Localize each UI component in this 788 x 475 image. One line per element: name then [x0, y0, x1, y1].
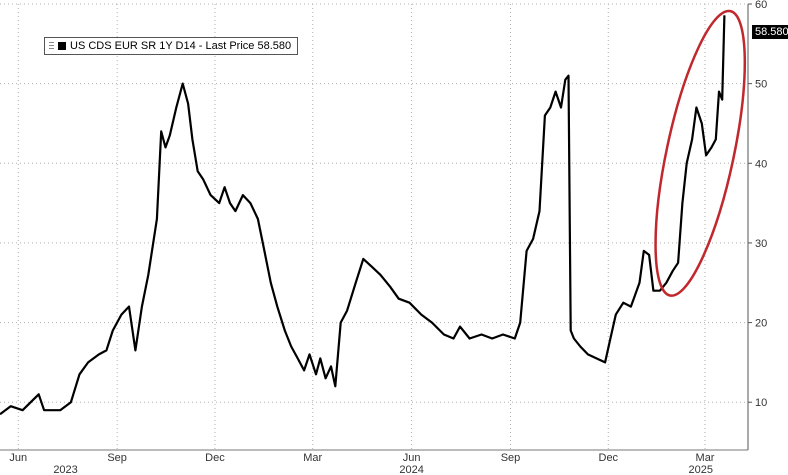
- xtick-label: Jun: [403, 452, 421, 464]
- xtick-label: Dec: [599, 452, 619, 464]
- legend-label: US CDS EUR SR 1Y D14 - Last Price 58.580: [70, 40, 292, 52]
- gridlines: [0, 3, 748, 450]
- xtick-label: Mar: [303, 452, 322, 464]
- year-label: 2024: [399, 464, 423, 475]
- highlight-layer: [654, 9, 747, 297]
- xtick-label: Sep: [107, 452, 127, 464]
- highlight-ellipse: [654, 9, 747, 297]
- xtick-label: Dec: [205, 452, 225, 464]
- axes: 10 20 30 40 50 60 Jun Sep Dec Mar Jun Sep Dec Mar 2023…: [0, 0, 767, 475]
- chart-legend: US CDS EUR SR 1Y D14 - Last Price 58.580: [44, 37, 299, 55]
- ytick-label: 20: [755, 318, 767, 330]
- series-line: [0, 15, 726, 416]
- ytick-label: 40: [755, 158, 767, 170]
- xtick-label: Sep: [501, 452, 521, 464]
- ytick-label: 60: [755, 0, 767, 11]
- ytick-label: 30: [755, 238, 767, 250]
- ytick-label: 10: [755, 397, 767, 409]
- series-layer: [0, 15, 726, 416]
- xtick-label: Jun: [9, 452, 27, 464]
- legend-grip-icon: [49, 41, 54, 51]
- year-label: 2025: [688, 464, 712, 475]
- ytick-label: 50: [755, 79, 767, 91]
- year-label: 2023: [53, 464, 77, 475]
- last-price-tag: 58.580: [752, 25, 788, 39]
- legend-swatch-icon: [58, 42, 66, 50]
- xtick-label: Mar: [696, 452, 715, 464]
